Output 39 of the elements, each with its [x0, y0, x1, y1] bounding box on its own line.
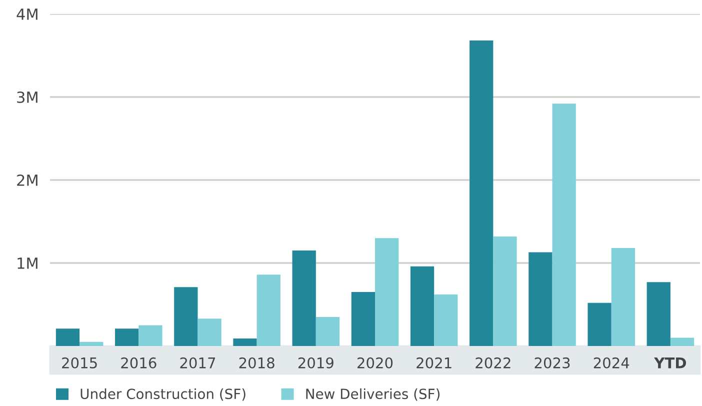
bar	[493, 236, 517, 346]
bar	[174, 287, 198, 346]
x-tick-label: 2017	[180, 357, 216, 368]
bar	[138, 325, 162, 346]
bar	[198, 318, 222, 346]
x-tick-label: 2019	[298, 357, 334, 368]
bar	[292, 250, 316, 346]
y-tick-label: 2M	[17, 174, 38, 186]
bar	[410, 266, 434, 346]
bar	[233, 338, 257, 346]
bar	[316, 316, 340, 346]
x-tick-label: 2018	[239, 357, 274, 368]
x-tick-label: 2022	[476, 357, 510, 368]
bar	[351, 292, 375, 346]
legend-label: Under Construction (SF)	[80, 388, 246, 401]
bar	[670, 338, 694, 346]
bar	[611, 248, 635, 346]
x-tick-label: 2021	[416, 357, 452, 368]
x-tick-label: YTD	[654, 358, 686, 368]
x-tick-label: 2023	[534, 357, 570, 368]
y-tick-label: 1M	[18, 258, 38, 269]
bar	[256, 274, 280, 346]
y-tick-label: 4M	[16, 8, 38, 20]
y-tick-label: 3M	[17, 91, 38, 104]
bar	[56, 328, 80, 346]
bar	[470, 40, 494, 346]
bar	[646, 282, 670, 346]
bar	[80, 342, 104, 346]
bar	[528, 252, 552, 346]
bar	[434, 294, 458, 346]
bar	[115, 328, 139, 346]
bar	[552, 104, 576, 346]
bar	[375, 238, 399, 346]
legend-label: New Deliveries (SF)	[306, 388, 440, 401]
x-tick-label: 2020	[358, 357, 393, 368]
bar	[588, 302, 612, 346]
x-tick-label: 2015	[62, 357, 97, 368]
x-tick-label: 2024	[594, 357, 630, 368]
x-tick-label: 2016	[121, 357, 156, 368]
